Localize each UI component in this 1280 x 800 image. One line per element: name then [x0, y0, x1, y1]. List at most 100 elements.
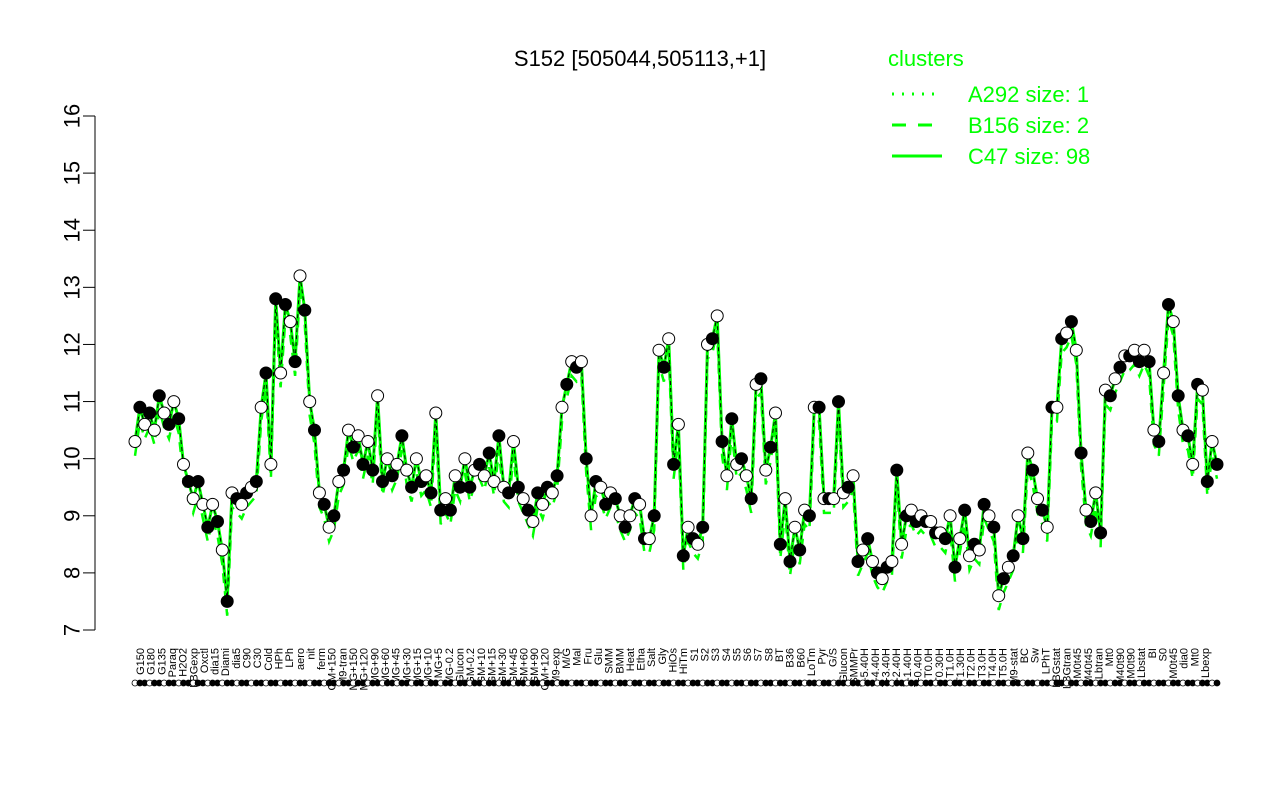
- data-point: [254, 400, 268, 414]
- x-tick-label: Fru: [582, 648, 594, 665]
- x-tick-label: Lbtran: [1094, 648, 1106, 679]
- x-tick-label: S3: [710, 648, 722, 661]
- data-point: [1113, 360, 1127, 374]
- data-point: [623, 509, 637, 523]
- data-point: [851, 555, 865, 568]
- data-point: [647, 509, 661, 523]
- x-tick-label: Oxctl: [199, 648, 211, 673]
- x-tick-label: Lbexp: [1200, 648, 1212, 678]
- data-point: [1074, 446, 1088, 460]
- x-tick-label: G150: [135, 648, 147, 675]
- x-tick-label: Pyr: [817, 648, 829, 665]
- data-point: [574, 355, 588, 369]
- data-point: [152, 389, 166, 403]
- data-point: [618, 520, 632, 534]
- x-tick-label: T-3.40H: [881, 648, 893, 687]
- data-point: [536, 497, 550, 511]
- x-tick-label: LBGtran: [1062, 648, 1074, 689]
- x-tick-label: Diami: [220, 648, 232, 676]
- x-tick-label: Sw: [1030, 648, 1042, 663]
- data-point: [773, 537, 787, 551]
- data-point: [667, 457, 681, 471]
- data-point: [220, 594, 234, 608]
- x-tick-label: GM+60: [518, 648, 530, 684]
- data-point: [1195, 383, 1209, 397]
- data-point: [308, 423, 321, 437]
- data-point: [1031, 492, 1044, 506]
- data-point: [443, 503, 457, 517]
- x-tick-label: dia0: [1179, 648, 1191, 669]
- legend-entry-label: C47 size: 98: [968, 144, 1090, 169]
- data-point: [492, 429, 506, 443]
- data-point: [264, 457, 278, 471]
- data-point: [1060, 326, 1074, 340]
- data-point: [599, 497, 613, 511]
- data-point: [720, 469, 734, 483]
- data-point: [511, 480, 525, 494]
- data-point: [866, 555, 879, 568]
- x-tick-label: GM+90: [529, 648, 541, 684]
- data-point: [346, 440, 360, 454]
- data-point: [1040, 520, 1054, 534]
- x-tick-label: nit: [305, 648, 317, 660]
- x-tick-label: Paraq: [167, 648, 179, 677]
- x-tick-label: T-1.40H: [902, 648, 914, 687]
- data-point: [1210, 457, 1224, 471]
- x-tick-label: M9-stat: [1008, 648, 1020, 685]
- x-tick-label: T3.0H: [976, 648, 988, 678]
- data-point: [1079, 503, 1093, 517]
- x-tick-label: G135: [156, 648, 168, 675]
- x-tick-label: SMM: [604, 648, 616, 674]
- data-point: [516, 492, 530, 506]
- x-tick-label: T5.0H: [998, 648, 1010, 678]
- x-tick-label: MG+15: [412, 648, 424, 684]
- data-point: [1094, 526, 1108, 540]
- x-tick-label: T2.0H: [966, 648, 978, 678]
- data-point: [904, 503, 918, 517]
- data-point: [861, 532, 875, 546]
- data-point: [764, 440, 778, 454]
- data-point: [177, 457, 190, 471]
- data-point: [642, 532, 656, 546]
- data-point: [487, 475, 501, 488]
- x-tick-label: LPhT: [1040, 648, 1052, 675]
- data-point: [560, 377, 574, 391]
- x-tick-label: GM-0.2: [465, 648, 477, 685]
- data-point: [186, 492, 200, 506]
- data-point: [1108, 372, 1122, 386]
- x-tick-label: G180: [146, 648, 158, 675]
- data-point: [138, 417, 152, 431]
- data-point: [739, 469, 753, 483]
- x-tick-label: H2O2: [178, 648, 190, 677]
- data-point: [283, 315, 297, 329]
- x-tick-label: M0t45: [1168, 648, 1180, 679]
- data-point: [972, 543, 986, 557]
- x-tick-label: GM+30: [497, 648, 509, 684]
- x-tick-label: MG+30: [401, 648, 413, 684]
- data-point: [924, 515, 938, 528]
- data-point: [521, 503, 535, 517]
- x-tick-label: T1.0H: [944, 648, 956, 678]
- data-point: [458, 452, 472, 466]
- data-point: [885, 555, 899, 568]
- x-tick-label: T-0.40H: [913, 648, 925, 687]
- x-tick-label: MG+10: [423, 648, 435, 684]
- x-tick-label: BMM: [614, 648, 626, 674]
- data-point: [555, 400, 569, 414]
- x-tick-label: BC: [1019, 648, 1031, 663]
- data-point: [303, 395, 317, 409]
- chart-title: S152 [505044,505113,+1]: [514, 46, 766, 71]
- x-tick-label: dia5: [231, 648, 243, 669]
- data-point: [162, 417, 176, 431]
- data-point: [1181, 429, 1195, 443]
- data-point: [477, 469, 491, 483]
- x-tick-label: T-4.40H: [870, 648, 882, 687]
- x-tick-label: GM+15: [486, 648, 498, 684]
- x-tick-label: B60: [795, 648, 807, 668]
- data-point: [1152, 435, 1166, 448]
- x-tick-label: MG-0.2: [444, 648, 456, 685]
- data-point: [579, 452, 593, 466]
- x-tick-label: LoTm: [806, 648, 818, 676]
- data-point: [696, 520, 710, 534]
- x-tick-label: S6: [742, 648, 754, 661]
